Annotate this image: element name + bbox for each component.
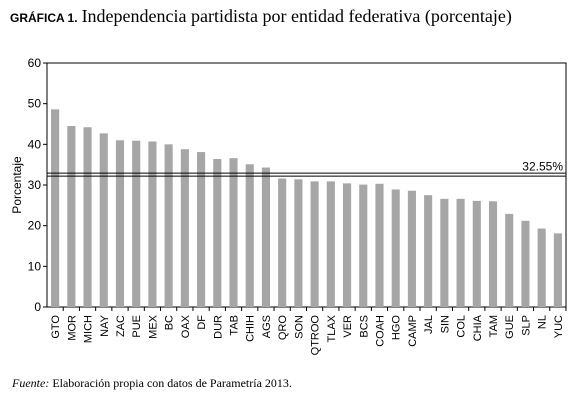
bar-tlax [326, 181, 335, 307]
bar-jal [424, 195, 433, 307]
x-tick-label: QRO [277, 315, 289, 341]
x-tick-label: OAX [180, 314, 192, 338]
bar-col [456, 198, 465, 307]
bars [51, 109, 562, 308]
x-tick-label: NAY [99, 314, 111, 336]
bar-yuc [553, 233, 562, 307]
bar-son [294, 179, 303, 307]
bar-dur [213, 158, 222, 307]
y-axis: 0 10 20 30 40 50 60 [28, 56, 47, 314]
source-note: Fuente: Elaboración propia con datos de … [12, 376, 292, 391]
reference-line: 32.55% [47, 160, 566, 177]
y-tick-label: 0 [34, 300, 41, 314]
bar-nay [99, 133, 108, 307]
bar-bc [164, 144, 173, 307]
bar-qro [278, 178, 287, 307]
chart-title: GRÁFICA 1. Independencia partidista por … [10, 6, 512, 27]
x-tick-label: YUC [553, 315, 565, 338]
x-tick-label: HGO [391, 315, 403, 341]
x-tick-label: GUE [504, 315, 516, 339]
x-tick-label: MICH [83, 315, 95, 343]
x-tick-label: QTROO [310, 315, 322, 356]
x-tick-label: MEX [147, 314, 159, 339]
y-tick-label: 20 [28, 219, 42, 233]
x-tick-label: AGS [261, 315, 273, 338]
figure-label: GRÁFICA 1. [10, 11, 78, 25]
bar-slp [521, 220, 530, 307]
y-tick-label: 30 [28, 178, 42, 192]
x-tick-label: BCS [358, 315, 370, 338]
x-tick-label: TLAX [326, 314, 338, 342]
bar-sin [440, 198, 449, 307]
x-tick-label: MOR [66, 315, 78, 341]
x-tick-label: TAM [488, 315, 500, 337]
x-tick-label: SON [293, 315, 305, 339]
bar-ver [342, 183, 352, 307]
x-tick-label: PUE [131, 315, 143, 338]
y-tick-label: 10 [28, 259, 42, 273]
bar-oax [180, 149, 189, 307]
bar-qtroo [310, 181, 319, 307]
x-tick-label: COAH [374, 315, 386, 347]
bar-ags [261, 167, 271, 307]
bar-tab [229, 158, 238, 307]
x-tick-label: SIN [439, 315, 451, 333]
y-tick-label: 40 [28, 137, 42, 151]
x-tick-label: BC [164, 315, 176, 330]
bar-mex [148, 141, 157, 307]
y-axis-label: Porcentaje [10, 156, 24, 214]
x-tick-label: CAMP [407, 315, 419, 347]
bar-bcs [359, 184, 368, 307]
bar-chia [472, 200, 481, 307]
bar-mor [67, 126, 76, 308]
x-tick-label: TAB [229, 315, 241, 336]
bar-coah [375, 183, 384, 307]
x-tick-label: NL [537, 315, 549, 329]
source-label: Fuente: [12, 376, 50, 390]
bar-camp [407, 190, 416, 307]
reference-line-label: 32.55% [522, 160, 563, 174]
bar-hgo [391, 189, 400, 307]
plot-frame [46, 62, 567, 308]
figure-title: Independencia partidista por entidad fed… [81, 6, 512, 26]
bar-gue [505, 213, 514, 307]
x-tick-label: VER [342, 315, 354, 338]
y-tick-label: 50 [28, 97, 42, 111]
x-tick-label: JAL [423, 315, 435, 334]
x-tick-label: GTO [50, 315, 62, 339]
bar-nl [537, 228, 546, 307]
bar-zac [115, 140, 125, 307]
x-tick-label: DF [196, 315, 208, 330]
x-tick-label: DUR [212, 315, 224, 339]
bar-tam [488, 201, 498, 307]
bar-chih [245, 164, 254, 307]
bar-pue [132, 140, 141, 307]
y-tick-label: 60 [28, 56, 42, 70]
source-text: Elaboración propia con datos de Parametr… [52, 376, 292, 390]
x-tick-label: COL [456, 315, 468, 338]
x-axis: GTO MOR MICH NAY ZAC PUE MEX BC OAX DF DUR TAB CHIH A… [50, 307, 567, 356]
x-tick-label: SLP [520, 315, 532, 336]
bar-mich [83, 127, 92, 308]
x-tick-label: CHIH [245, 315, 257, 342]
x-tick-label: CHIA [472, 314, 484, 341]
bar-df [197, 152, 206, 307]
bar-gto [51, 109, 60, 307]
x-tick-label: ZAC [115, 315, 127, 337]
